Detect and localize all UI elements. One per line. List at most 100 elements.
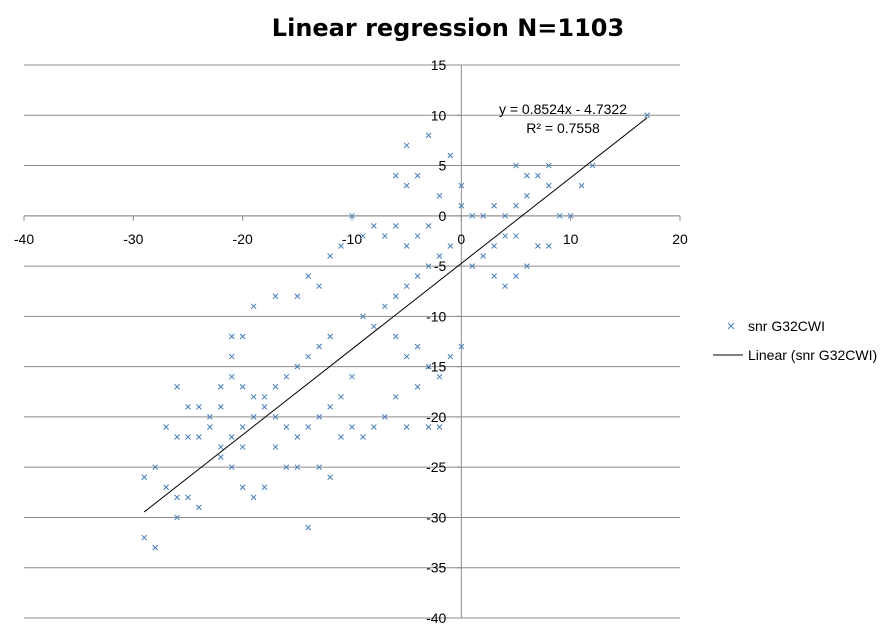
scatter-point	[163, 424, 169, 430]
scatter-point	[185, 434, 191, 440]
scatter-point	[567, 212, 574, 219]
scatter-point	[272, 414, 279, 420]
scatter-point	[327, 474, 333, 481]
scatter-point	[338, 243, 344, 249]
scatter-point	[327, 333, 333, 340]
scatter-point	[371, 424, 377, 430]
scatter-point	[228, 434, 235, 440]
y-tick-label: -15	[426, 359, 446, 375]
scatter-point	[294, 363, 301, 370]
trendline-group	[143, 117, 648, 513]
scatter-point	[392, 293, 399, 300]
scatter-point	[196, 434, 202, 440]
scatter-point	[524, 172, 530, 179]
scatter-point	[381, 303, 388, 310]
scatter-point	[338, 393, 344, 400]
legend[interactable]: snr G32CWI Linear (snr G32CWI)	[713, 318, 877, 363]
scatter-point	[185, 494, 191, 501]
scatter-point	[491, 243, 497, 249]
scatter-point	[545, 182, 552, 189]
scatter-point	[414, 343, 421, 350]
scatter-point	[545, 243, 552, 249]
scatter-point	[381, 233, 388, 239]
legend-scatter-label: snr G32CWI	[748, 318, 825, 334]
scatter-point	[436, 192, 443, 199]
scatter-point	[447, 353, 454, 360]
y-tick-label: -10	[426, 308, 446, 324]
trendline-r2: R² = 0.7558	[526, 120, 600, 136]
scatter-point	[250, 393, 257, 400]
scatter-point	[392, 393, 399, 400]
scatter-points	[141, 112, 651, 551]
scatter-point	[556, 212, 563, 219]
scatter-point	[261, 484, 268, 491]
scatter-point	[327, 253, 333, 259]
scatter-point	[458, 202, 465, 209]
scatter-point	[403, 182, 410, 189]
scatter-point	[491, 273, 497, 279]
scatter-point	[316, 343, 323, 350]
axes	[23, 64, 681, 619]
scatter-point	[513, 273, 519, 279]
y-tick-label: -40	[426, 610, 446, 626]
legend-scatter-marker	[727, 322, 735, 330]
scatter-point	[371, 223, 377, 229]
scatter-point	[392, 223, 399, 229]
y-tick-label: 15	[431, 57, 447, 73]
scatter-point	[403, 283, 410, 290]
scatter-point	[228, 353, 235, 360]
scatter-point	[392, 333, 399, 340]
scatter-point	[174, 494, 180, 501]
scatter-point	[305, 353, 312, 360]
scatter-point	[239, 444, 246, 450]
scatter-point	[349, 424, 355, 430]
scatter-point	[502, 233, 508, 239]
scatter-point	[185, 404, 191, 410]
scatter-point	[545, 162, 552, 169]
x-tick-label: 0	[457, 231, 465, 247]
scatter-point	[414, 273, 421, 279]
scatter-point	[513, 162, 519, 169]
scatter-point	[436, 253, 443, 259]
scatter-point	[502, 283, 508, 290]
scatter-point	[414, 172, 421, 179]
scatter-point	[250, 303, 257, 310]
scatter-point	[327, 404, 333, 410]
scatter-point	[228, 373, 235, 380]
scatter-point	[414, 383, 421, 390]
scatter-point	[283, 464, 290, 471]
y-tick-label: -35	[426, 560, 446, 576]
y-tick-label: 0	[439, 208, 447, 224]
scatter-point	[239, 383, 246, 390]
y-tick-label: -25	[426, 459, 446, 475]
chart-title: Linear regression N=1103	[272, 14, 624, 42]
scatter-point	[414, 233, 421, 239]
y-tick-label: -30	[426, 509, 446, 525]
scatter-point	[217, 454, 224, 460]
scatter-point	[239, 484, 246, 491]
scatter-point	[589, 162, 596, 169]
scatter-point	[535, 243, 541, 249]
scatter-point	[349, 212, 355, 219]
scatter-point	[250, 494, 257, 501]
trendline	[143, 117, 648, 513]
scatter-point	[360, 233, 366, 239]
x-tick-label: -10	[342, 231, 362, 247]
scatter-point	[425, 424, 432, 430]
scatter-point	[360, 434, 366, 440]
scatter-point	[174, 434, 180, 440]
scatter-point	[272, 383, 279, 390]
scatter-point	[174, 383, 180, 390]
scatter-point	[436, 424, 443, 430]
scatter-point	[644, 112, 651, 119]
scatter-point	[491, 202, 497, 209]
scatter-point	[469, 263, 476, 269]
scatter-point	[513, 202, 519, 209]
scatter-point	[283, 424, 290, 430]
scatter-point	[196, 504, 202, 511]
scatter-point	[371, 323, 377, 330]
scatter-point	[349, 373, 355, 380]
scatter-point	[381, 414, 388, 420]
scatter-point	[305, 424, 312, 430]
scatter-point	[316, 283, 323, 290]
